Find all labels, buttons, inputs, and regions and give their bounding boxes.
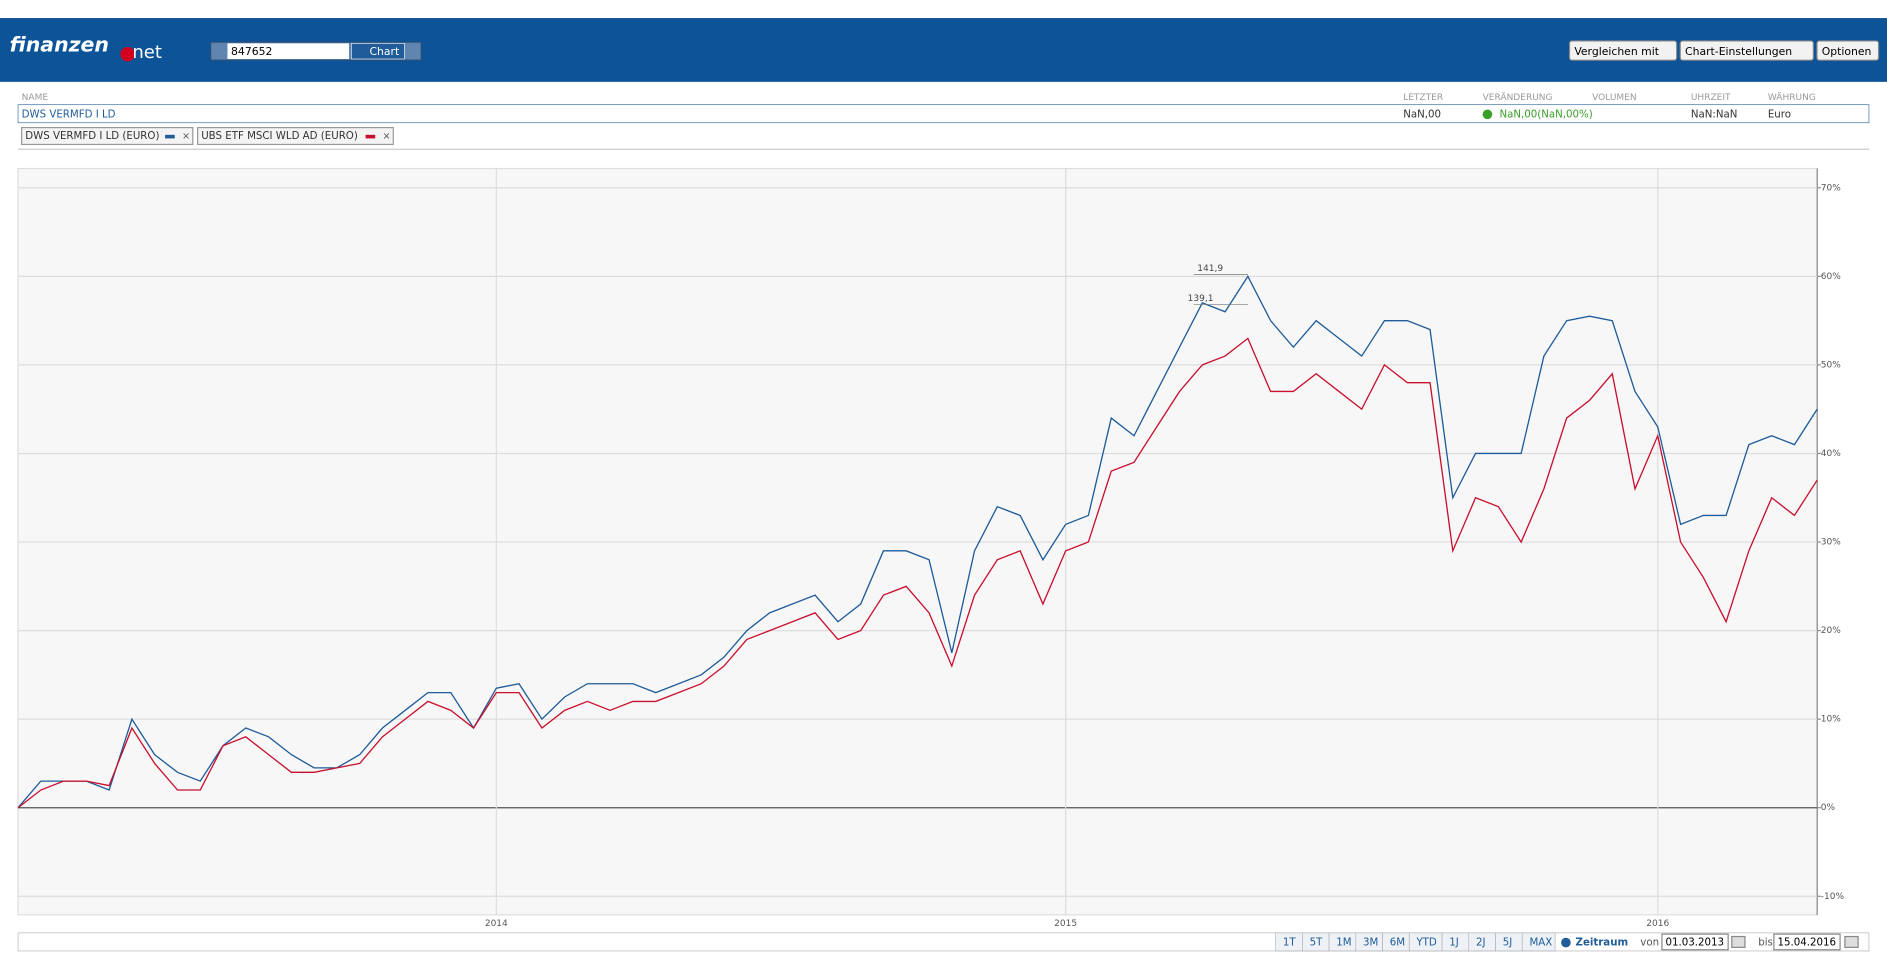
from-picker[interactable] bbox=[1731, 935, 1746, 948]
to-label: bis bbox=[1758, 938, 1773, 949]
y-tick-label: 30% bbox=[1821, 538, 1841, 548]
y-tick-label: 40% bbox=[1821, 449, 1841, 459]
header-button[interactable] bbox=[1568, 40, 1678, 61]
range-button[interactable] bbox=[1521, 932, 1556, 952]
annotation: 141,9 bbox=[1197, 264, 1223, 274]
range-label: 3M bbox=[1363, 938, 1378, 949]
from-input[interactable] bbox=[1661, 933, 1729, 951]
tag-close[interactable]: × bbox=[382, 131, 390, 142]
column-header: NAME bbox=[22, 93, 49, 103]
compare-tag bbox=[21, 126, 194, 146]
header-button-label: Optionen bbox=[1822, 45, 1872, 58]
compare-tag-label: DWS VERMFD I LD (EURO) bbox=[25, 131, 159, 142]
logo-dot bbox=[120, 46, 135, 62]
series-line bbox=[17, 275, 1818, 809]
column-header: VOLUMEN bbox=[1592, 93, 1636, 103]
to-picker[interactable] bbox=[1844, 935, 1859, 948]
range-label: 5J bbox=[1503, 938, 1513, 949]
range-label: YTD bbox=[1415, 938, 1436, 949]
to-value: 15.04.2016 bbox=[1777, 938, 1836, 949]
x-tick-label: 2016 bbox=[1646, 919, 1669, 929]
row-currency: Euro bbox=[1768, 109, 1791, 120]
y-tick-label: 10% bbox=[1821, 715, 1841, 725]
range-label: 5T bbox=[1310, 938, 1323, 949]
from-value: 01.03.2013 bbox=[1666, 938, 1725, 949]
column-header: LETZTER bbox=[1403, 93, 1443, 103]
y-tick-label: 60% bbox=[1821, 272, 1841, 282]
search-button[interactable] bbox=[351, 43, 405, 60]
header-button-label: Chart-Einstellungen bbox=[1685, 45, 1792, 58]
range-label: 2J bbox=[1476, 938, 1486, 949]
range-label: 6M bbox=[1390, 938, 1405, 949]
header-button[interactable] bbox=[1679, 40, 1814, 61]
search-input[interactable] bbox=[227, 43, 349, 59]
row-change: NaN,00(NaN,00%) bbox=[1499, 109, 1592, 120]
range-label: 1T bbox=[1283, 938, 1296, 949]
tag-close[interactable]: × bbox=[182, 131, 190, 142]
x-tick-label: 2015 bbox=[1054, 919, 1077, 929]
annotation: 139,1 bbox=[1188, 294, 1214, 304]
table-row bbox=[17, 104, 1870, 124]
compare-tag bbox=[197, 126, 394, 146]
range-label: 1M bbox=[1336, 938, 1351, 949]
y-tick-label: 0% bbox=[1821, 803, 1836, 813]
header-button[interactable] bbox=[1816, 40, 1880, 61]
y-tick-label: 20% bbox=[1821, 626, 1841, 636]
row-time: NaN:NaN bbox=[1691, 109, 1738, 120]
compare-tag-label: UBS ETF MSCI WLD AD (EURO) bbox=[201, 131, 358, 142]
y-tick-label: 70% bbox=[1821, 183, 1841, 193]
row-last: NaN,00 bbox=[1403, 109, 1441, 120]
x-tick-label: 2014 bbox=[485, 919, 508, 929]
row-name: DWS VERMFD I LD bbox=[22, 109, 116, 120]
tag-color bbox=[365, 134, 376, 139]
logo: finanzen bbox=[10, 33, 109, 57]
logo-suffix: net bbox=[132, 42, 162, 63]
search-value: 847652 bbox=[231, 45, 272, 58]
from-label: von bbox=[1640, 938, 1659, 949]
y-tick-label: -10% bbox=[1821, 892, 1845, 902]
period-icon bbox=[1561, 937, 1571, 948]
header-button-label: Vergleichen mit bbox=[1574, 45, 1659, 58]
column-header: UHRZEIT bbox=[1691, 93, 1731, 103]
period-label: Zeitraum bbox=[1576, 938, 1629, 949]
tag-color bbox=[165, 134, 175, 139]
range-label: 1J bbox=[1449, 938, 1459, 949]
change-icon bbox=[1482, 109, 1493, 120]
y-tick-label: 50% bbox=[1821, 360, 1841, 370]
search-button-label: Chart bbox=[369, 45, 399, 58]
column-header: WÄHRUNG bbox=[1768, 92, 1816, 103]
series-line bbox=[17, 337, 1818, 809]
column-header: VERÄNDERUNG bbox=[1483, 92, 1553, 103]
range-label: MAX bbox=[1529, 938, 1552, 949]
to-input[interactable] bbox=[1773, 933, 1841, 951]
